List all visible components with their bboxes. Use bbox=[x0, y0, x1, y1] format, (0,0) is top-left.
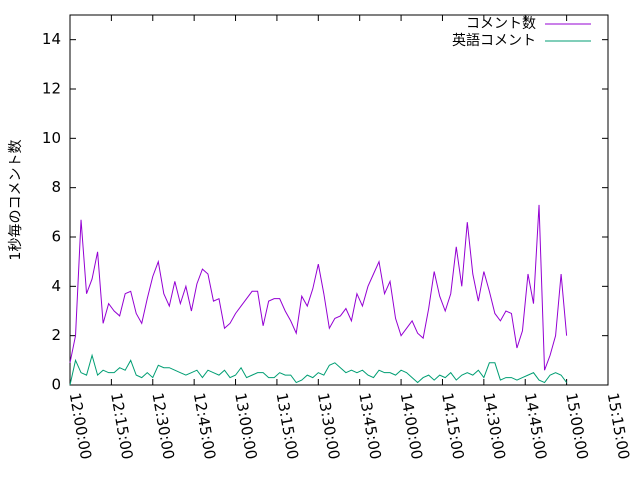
x-tick-label: 14:15:00 bbox=[438, 391, 467, 460]
y-tick-label: 10 bbox=[42, 129, 61, 147]
y-tick-label: 14 bbox=[42, 30, 61, 48]
x-tick-label: 14:30:00 bbox=[479, 391, 508, 460]
y-tick-label: 0 bbox=[51, 376, 61, 394]
plot-frame bbox=[69, 14, 609, 386]
x-tick-label: 14:00:00 bbox=[397, 391, 426, 460]
x-tick-label: 13:00:00 bbox=[231, 391, 260, 460]
y-axis-label: 1秒毎のコメント数 bbox=[8, 140, 24, 261]
x-tick-label: 12:00:00 bbox=[66, 391, 95, 460]
y-tick-label: 12 bbox=[42, 80, 61, 98]
x-tick-label: 15:15:00 bbox=[604, 391, 633, 460]
y-tick-label: 8 bbox=[51, 178, 61, 196]
legend-label: 英語コメント bbox=[452, 32, 536, 49]
x-tick-label: 13:30:00 bbox=[314, 391, 343, 460]
x-tick-label: 13:45:00 bbox=[355, 391, 384, 460]
legend-label: コメント数 bbox=[466, 16, 536, 32]
series-line bbox=[69, 353, 568, 386]
x-tick-label: 12:45:00 bbox=[190, 391, 219, 460]
series-line bbox=[69, 204, 568, 371]
x-tick-label: 14:45:00 bbox=[521, 391, 550, 460]
x-tick-label: 13:15:00 bbox=[273, 391, 302, 460]
x-tick-label: 15:00:00 bbox=[562, 391, 591, 460]
x-tick-label: 12:15:00 bbox=[107, 391, 136, 460]
x-tick-label: 12:30:00 bbox=[148, 391, 177, 460]
y-tick-label: 6 bbox=[51, 228, 61, 246]
y-tick-label: 2 bbox=[51, 326, 61, 344]
y-tick-label: 4 bbox=[51, 277, 61, 295]
